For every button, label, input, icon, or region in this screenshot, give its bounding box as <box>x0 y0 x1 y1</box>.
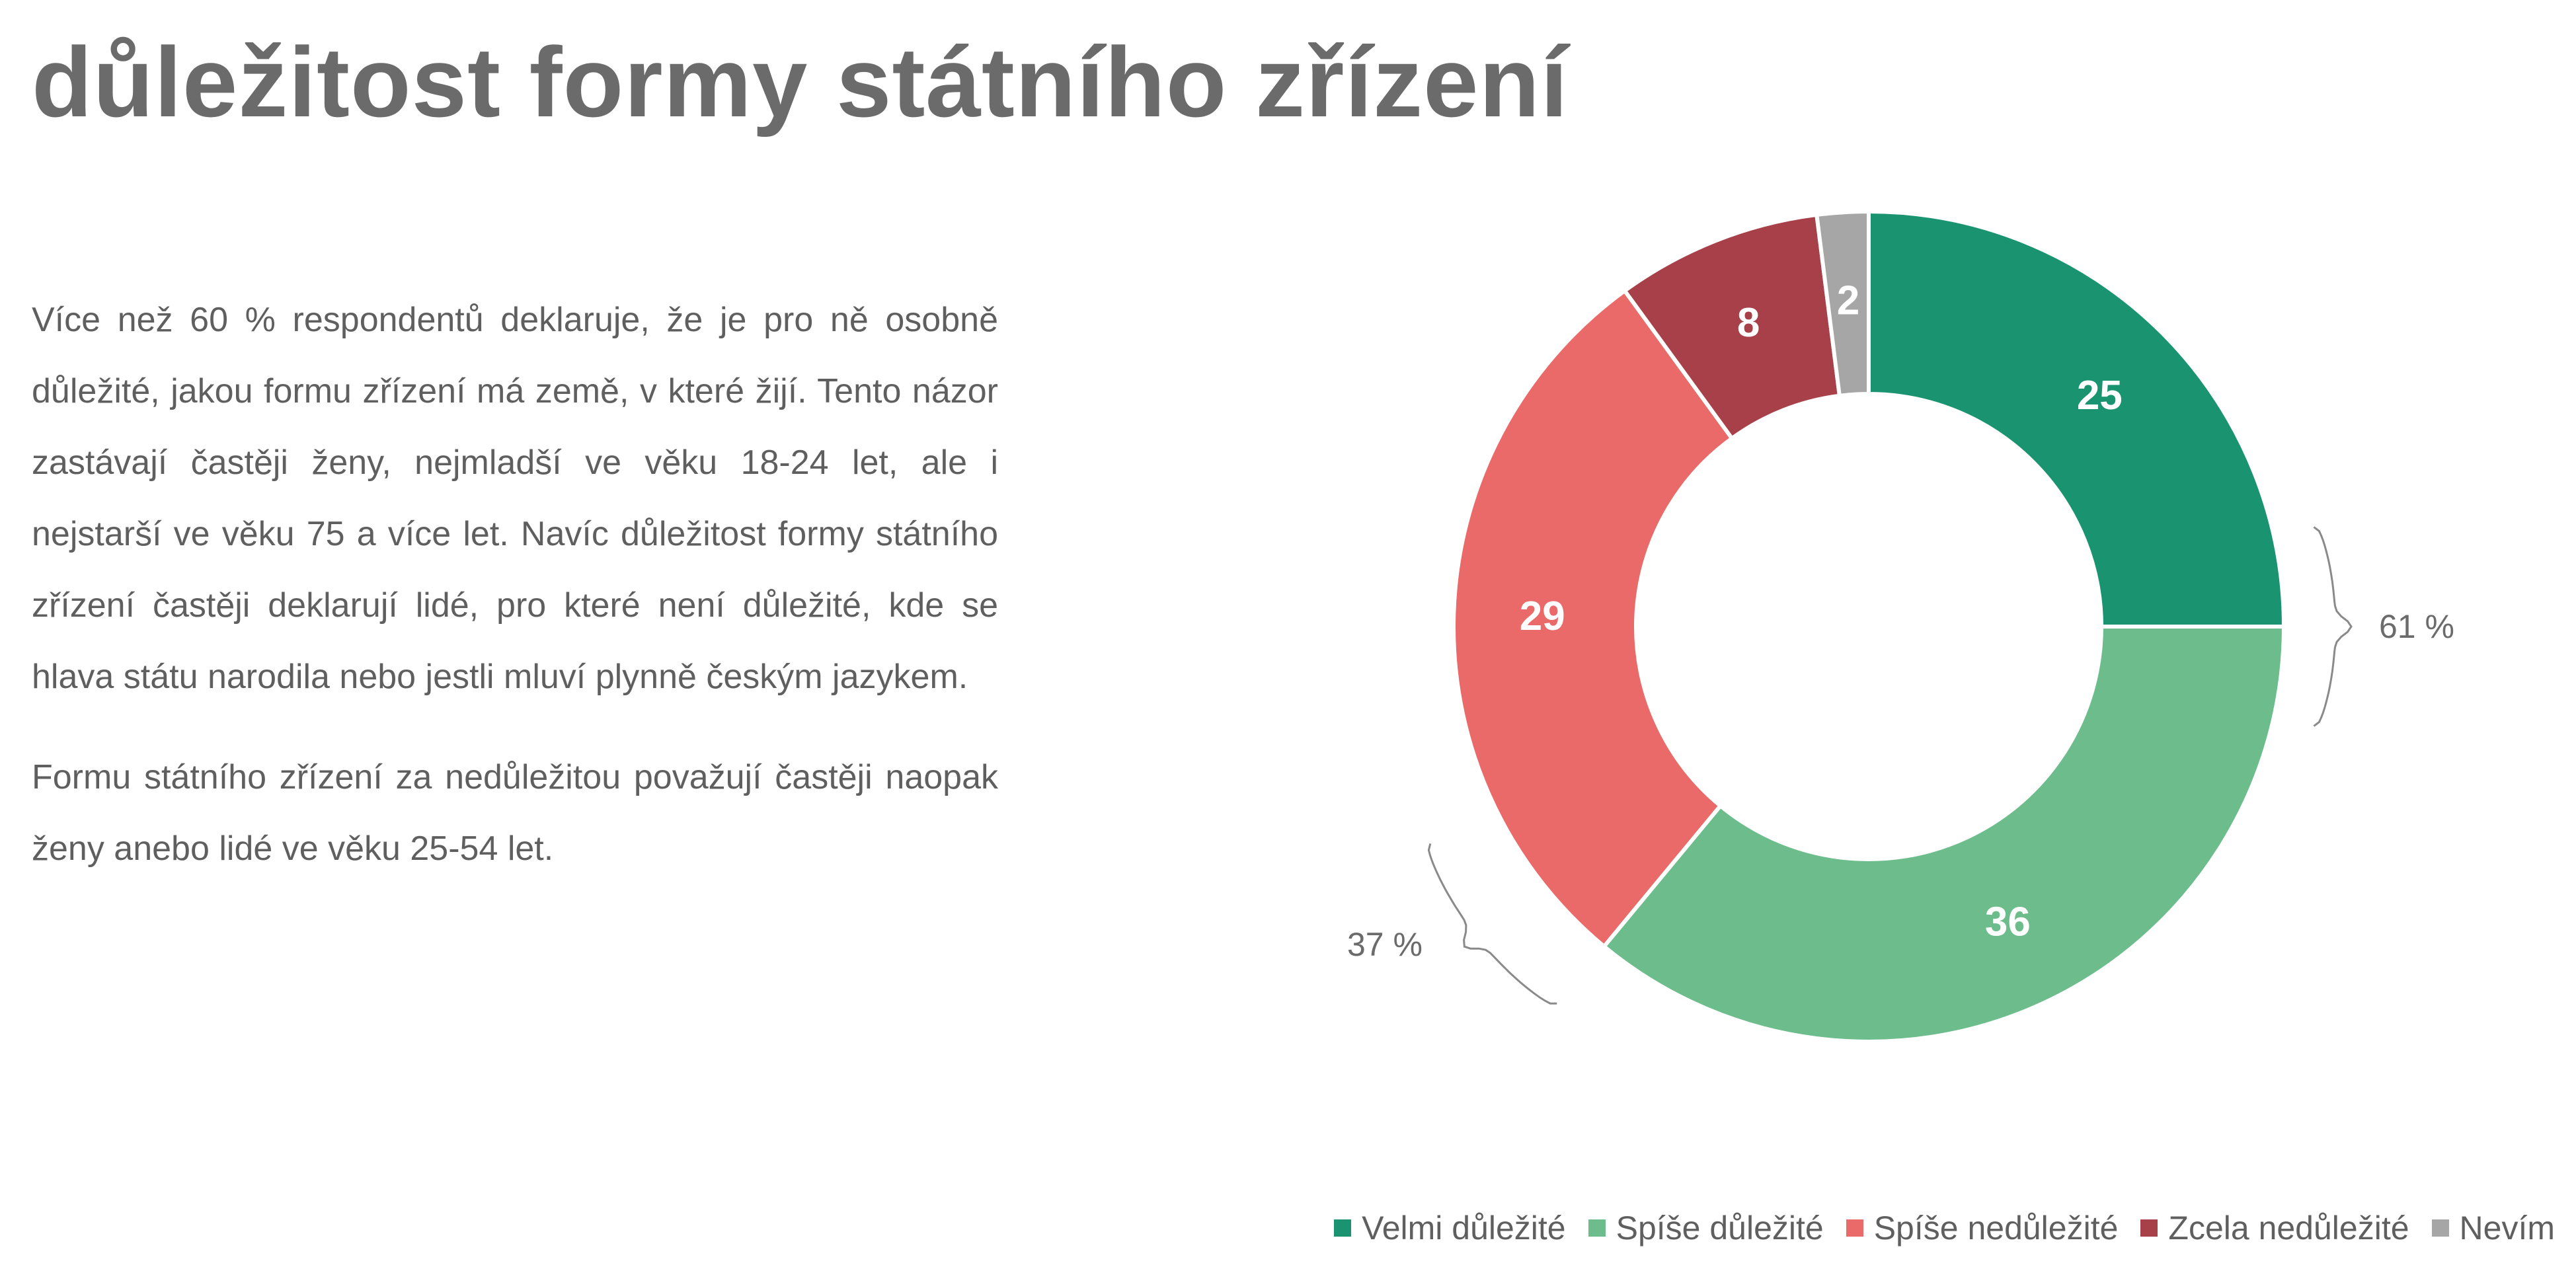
legend-item-zcela-nedulezite: Zcela nedůležité <box>2140 1209 2409 1247</box>
legend-swatch <box>1588 1219 1606 1237</box>
data-label-velmi-dulezite: 25 <box>2077 373 2123 418</box>
annotation-label-1: 61 % <box>2379 608 2454 645</box>
legend-item-nevim: Nevím <box>2431 1209 2555 1247</box>
legend-label: Nevím <box>2459 1210 2555 1247</box>
chart-legend: Velmi důležité Spíše důležité Spíše nedůle… <box>1334 1207 2555 1249</box>
legend-swatch <box>1846 1219 1863 1237</box>
slice-spise-nedulezite <box>1452 288 1735 950</box>
data-label-spise-dulezite: 36 <box>1985 899 2031 944</box>
legend-label: Velmi důležité <box>1362 1210 1566 1247</box>
legend-swatch <box>2431 1219 2449 1237</box>
legend-label: Zcela nedůležité <box>2168 1210 2409 1247</box>
slice-nevim <box>1814 209 1871 399</box>
data-label-spise-nedulezite: 29 <box>1520 594 1565 639</box>
annotation-brace-2 <box>1427 843 1557 1005</box>
legend-label: Spíše důležité <box>1616 1210 1824 1247</box>
slice-spise-dulezite <box>1601 625 2286 1044</box>
data-label-nevim: 2 <box>1837 278 1859 323</box>
annotation-label-2: 37 % <box>1347 926 1423 963</box>
legend-item-velmi-dulezite: Velmi důležité <box>1334 1209 1566 1247</box>
paragraph-1: Více než 60 % respondentů deklaruje, že … <box>32 301 998 696</box>
legend-label: Spíše nedůležité <box>1873 1210 2119 1247</box>
paragraph-2: Formu státního zřízení za nedůležitou po… <box>32 758 998 868</box>
legend-swatch <box>1334 1219 1352 1237</box>
annotation-brace-1 <box>2313 526 2353 727</box>
legend-item-spise-dulezite: Spíše důležité <box>1588 1209 1824 1247</box>
page-title: důležitost formy státního zřízení <box>32 26 1569 137</box>
description-text: Více než 60 % respondentů deklaruje, že … <box>32 284 998 913</box>
slice-velmi-dulezite <box>1867 209 2286 629</box>
data-label-zcela-nedulezite: 8 <box>1737 300 1760 346</box>
legend-swatch <box>2140 1219 2158 1237</box>
legend-item-spise-nedulezite: Spíše nedůležité <box>1846 1209 2119 1247</box>
